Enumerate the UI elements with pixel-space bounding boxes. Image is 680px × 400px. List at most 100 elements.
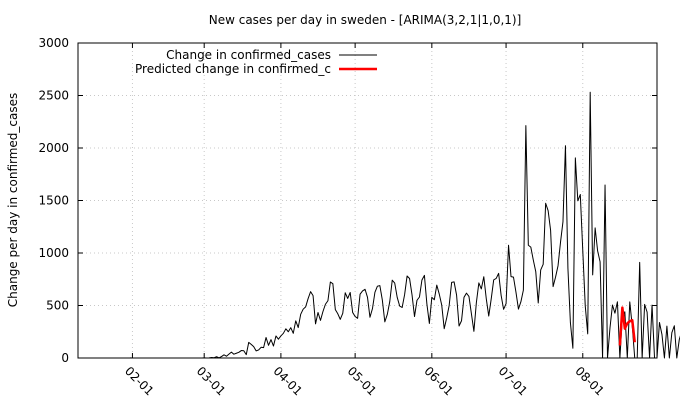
data-point xyxy=(486,298,487,299)
data-point xyxy=(270,339,271,340)
data-point xyxy=(612,304,613,305)
data-point xyxy=(253,346,254,347)
x-tick-label: 04-01 xyxy=(270,364,305,399)
data-point xyxy=(624,311,625,312)
data-point xyxy=(402,307,403,308)
data-point xyxy=(538,302,539,303)
data-point xyxy=(399,305,400,306)
data-point xyxy=(454,281,455,282)
data-point xyxy=(278,339,279,340)
y-tick-label: 500 xyxy=(46,299,69,313)
y-tick-label: 0 xyxy=(61,351,69,365)
data-point xyxy=(228,354,229,355)
data-point xyxy=(545,203,546,204)
data-point xyxy=(419,296,420,297)
data-point xyxy=(362,290,363,291)
data-point xyxy=(466,293,467,294)
data-point xyxy=(533,259,534,260)
data-point xyxy=(555,277,556,278)
data-point xyxy=(330,281,331,282)
data-point xyxy=(369,317,370,318)
data-point xyxy=(429,323,430,324)
data-point xyxy=(327,300,328,301)
data-point xyxy=(644,304,645,305)
data-point xyxy=(599,261,600,262)
data-point xyxy=(233,354,234,355)
data-point xyxy=(629,321,630,322)
data-point xyxy=(265,337,266,338)
data-point xyxy=(441,304,442,305)
data-point xyxy=(293,333,294,334)
data-point xyxy=(364,289,365,290)
data-point xyxy=(295,320,296,321)
data-point xyxy=(617,301,618,302)
data-point xyxy=(632,320,633,321)
data-point xyxy=(325,304,326,305)
data-point xyxy=(374,292,375,293)
data-point xyxy=(463,297,464,298)
data-point xyxy=(647,312,648,313)
data-point xyxy=(345,292,346,293)
x-tick-label: 07-01 xyxy=(496,364,531,399)
data-point xyxy=(243,350,244,351)
data-point xyxy=(468,296,469,297)
series-layer xyxy=(129,91,680,359)
data-point xyxy=(387,314,388,315)
data-point xyxy=(389,301,390,302)
data-point xyxy=(379,285,380,286)
data-point xyxy=(221,356,222,357)
data-point xyxy=(275,335,276,336)
data-point xyxy=(285,328,286,329)
data-point xyxy=(501,295,502,296)
data-point xyxy=(431,297,432,298)
data-point xyxy=(394,282,395,283)
data-point xyxy=(305,306,306,307)
data-point xyxy=(404,294,405,295)
data-point xyxy=(436,285,437,286)
data-point xyxy=(624,328,625,329)
y-axis: 0 500 1000 1500 2000 2500 3000 xyxy=(38,36,657,365)
data-point xyxy=(508,245,509,246)
data-point xyxy=(619,345,620,346)
data-point xyxy=(236,353,237,354)
data-point xyxy=(562,221,563,222)
data-point xyxy=(317,312,318,313)
chart-title: New cases per day in sweden - [ARIMA(3,2… xyxy=(209,13,522,27)
data-point xyxy=(449,305,450,306)
data-point xyxy=(498,273,499,274)
data-point xyxy=(238,352,239,353)
data-point xyxy=(392,280,393,281)
data-point xyxy=(342,313,343,314)
data-point xyxy=(300,314,301,315)
data-point xyxy=(335,309,336,310)
data-point xyxy=(283,333,284,334)
data-point xyxy=(382,300,383,301)
data-point xyxy=(528,245,529,246)
data-point xyxy=(320,320,321,321)
data-point xyxy=(332,283,333,284)
data-point xyxy=(421,279,422,280)
data-point xyxy=(639,262,640,263)
data-point xyxy=(406,275,407,276)
data-point xyxy=(629,301,630,302)
data-point xyxy=(241,350,242,351)
data-point xyxy=(580,194,581,195)
data-point xyxy=(444,328,445,329)
data-point xyxy=(671,332,672,333)
data-point xyxy=(261,347,262,348)
data-point xyxy=(216,356,217,357)
data-point xyxy=(565,145,566,146)
data-point xyxy=(312,295,313,296)
x-axis: 02-01 03-01 04-01 05-01 06-01 07-01 08-01 xyxy=(122,43,607,398)
data-point xyxy=(669,357,670,358)
data-point xyxy=(592,274,593,275)
data-point xyxy=(308,298,309,299)
data-point xyxy=(661,334,662,335)
data-point xyxy=(223,354,224,355)
data-point xyxy=(552,286,553,287)
data-point xyxy=(322,311,323,312)
data-point xyxy=(434,299,435,300)
data-point xyxy=(540,269,541,270)
data-point xyxy=(384,321,385,322)
